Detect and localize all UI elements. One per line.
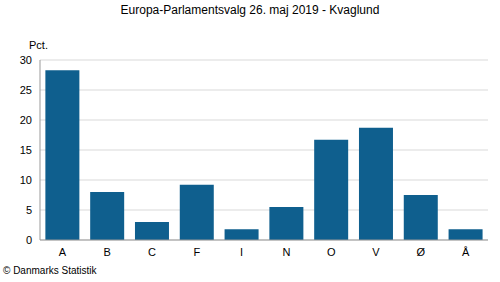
svg-text:Å: Å [462, 246, 470, 258]
svg-text:C: C [148, 246, 156, 258]
svg-text:Ø: Ø [417, 246, 426, 258]
svg-text:5: 5 [26, 204, 32, 216]
svg-text:30: 30 [20, 54, 32, 66]
svg-text:20: 20 [20, 114, 32, 126]
svg-text:O: O [327, 246, 336, 258]
html-text:Pct.: Pct. [29, 39, 48, 51]
html-text:© Danmarks Statistik: © Danmarks Statistik [3, 265, 97, 276]
svg-text:V: V [372, 246, 380, 258]
svg-text:F: F [193, 246, 200, 258]
svg-text:25: 25 [20, 84, 32, 96]
svg-text:10: 10 [20, 174, 32, 186]
svg-text:15: 15 [20, 144, 32, 156]
svg-text:A: A [59, 246, 67, 258]
svg-text:B: B [104, 246, 111, 258]
svg-text:0: 0 [26, 234, 32, 246]
svg-text:I: I [240, 246, 243, 258]
html-text:Europa-Parlamentsvalg 26. maj: Europa-Parlamentsvalg 26. maj 2019 - Kva… [120, 3, 380, 17]
svg-text:N: N [282, 246, 290, 258]
